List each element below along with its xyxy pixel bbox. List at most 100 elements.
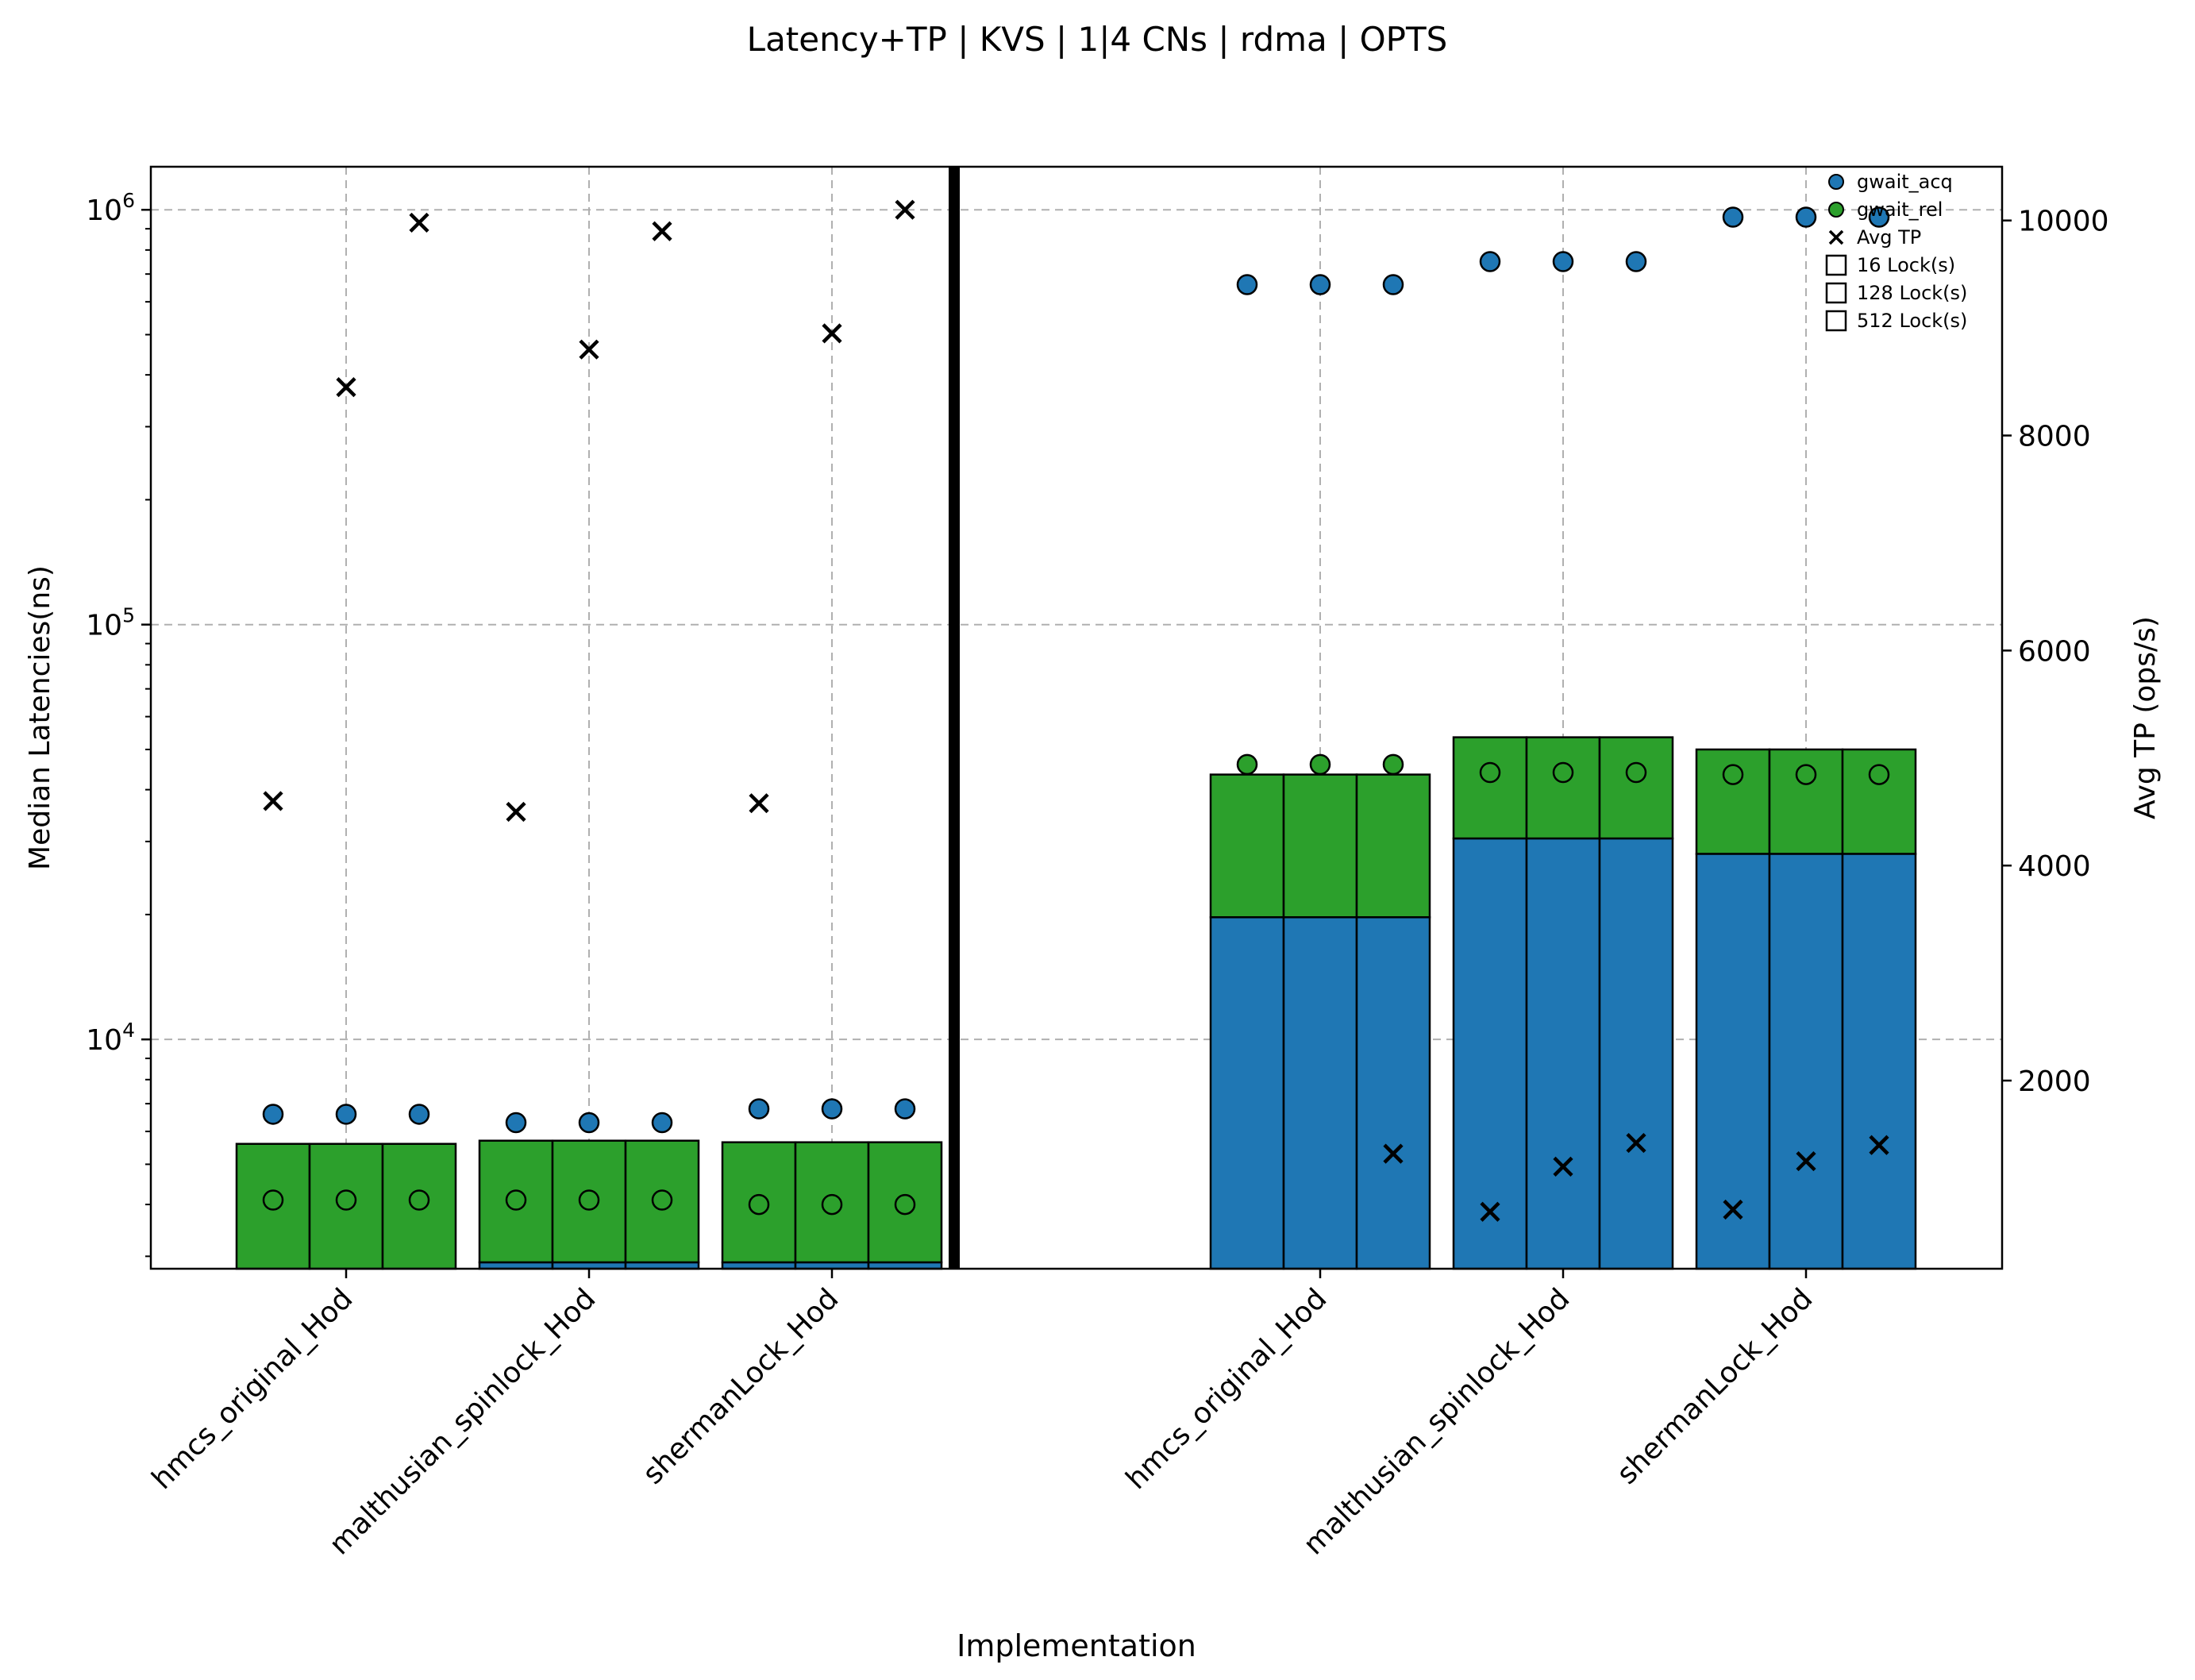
legend-marker-l128 [1825,282,1847,304]
point-gwait-rel [1722,764,1744,785]
avg-tp-stroke [1796,1150,1816,1172]
y-right-tick-label: 2000 [2018,1065,2091,1098]
legend-item-l128: 128 Lock(s) [1825,282,1967,304]
bar-segment-gwait-rel [1209,773,1285,919]
point-avg-tp [579,339,599,360]
legend-item-l512: 512 Lock(s) [1825,310,1967,332]
bar-segment-gwait-acq [1768,853,1844,1270]
x-axis-label: Implementation [957,1628,1196,1663]
avg-tp-stroke [579,339,599,360]
avg-tp-stroke [1723,1199,1743,1220]
point-gwait-rel [262,1189,284,1211]
legend-label-l16: 16 Lock(s) [1857,254,1955,276]
bar-segment-gwait-rel [867,1141,943,1264]
avg-tp-stroke [506,801,526,823]
legend-item-l16: 16 Lock(s) [1825,254,1955,276]
bar-segment-gwait-acq [1282,916,1358,1270]
point-gwait-acq [1236,274,1258,295]
bar-segment-gwait-acq [1598,837,1674,1270]
avg-tp-stroke [822,323,842,344]
point-avg-tp [895,199,915,220]
point-gwait-rel [1382,753,1404,776]
bar-segment-gwait-rel [1355,773,1431,919]
legend-item-acq: gwait_acq [1828,171,1953,193]
point-gwait-acq [1868,206,1890,228]
bar-segment-gwait-rel [721,1141,797,1264]
bar-segment-gwait-rel [1598,736,1674,840]
y-left-tick-label: 106 [86,189,135,227]
y-right-tick-label: 10000 [2018,206,2109,238]
point-avg-tp [652,221,672,241]
point-gwait-rel [748,1193,770,1216]
point-gwait-acq [1479,251,1501,272]
points-layer [262,199,1890,1222]
point-avg-tp [1480,1201,1500,1222]
point-gwait-acq [262,1104,284,1125]
point-gwait-acq [1552,251,1574,272]
point-gwait-rel [408,1189,430,1211]
point-gwait-rel [505,1189,527,1211]
bar-segment-gwait-acq [1209,916,1285,1270]
point-avg-tp [263,791,283,811]
point-gwait-acq [1722,206,1744,228]
avg-tp-stroke [1553,1156,1573,1177]
point-gwait-rel [1236,753,1258,776]
legend-marker-rel [1828,202,1844,218]
point-gwait-acq [1382,274,1404,295]
point-avg-tp [1383,1143,1404,1164]
legend-label-rel: gwait_rel [1857,198,1943,221]
avg-tp-stroke [652,221,672,241]
avg-tp-stroke [409,212,429,233]
bar-segment-gwait-rel [1452,736,1528,840]
bars-layer [235,736,1917,1270]
point-gwait-acq [651,1112,673,1134]
bar-segment-gwait-acq [1355,916,1431,1270]
legend: gwait_acq gwait_rel Avg TP 16 Lock(s) 128 Lo… [1825,171,1967,332]
point-avg-tp [1553,1156,1573,1177]
point-gwait-acq [335,1104,357,1125]
y-right-tick-label: 6000 [2018,635,2091,668]
bar-segment-gwait-rel [1282,773,1358,919]
point-gwait-acq [821,1098,843,1119]
y-right-tick-label: 4000 [2018,850,2091,883]
legend-item-tp: Avg TP [1828,226,1921,249]
bar-segment-gwait-rel [624,1139,700,1264]
point-gwait-rel [821,1193,843,1216]
legend-label-l128: 128 Lock(s) [1857,282,1967,304]
y-axis-left-label: Median Latencies(ns) [24,565,56,870]
legend-marker-tp [1828,229,1844,245]
point-gwait-acq [748,1098,770,1119]
bar-segment-gwait-rel [794,1141,870,1264]
point-avg-tp [1796,1150,1816,1172]
avg-tp-stroke [895,199,915,220]
avg-tp-stroke [263,791,283,811]
chart-title: Latency+TP | KVS | 1|4 CNs | rdma | OPTS [747,20,1448,59]
point-gwait-rel [1479,761,1501,784]
point-gwait-rel [1552,761,1574,784]
point-avg-tp [749,793,769,814]
y-left-tick-label: 105 [86,604,135,642]
bar-segment-gwait-rel [381,1142,457,1270]
point-gwait-acq [1625,251,1647,272]
bar-segment-gwait-acq [1695,853,1771,1270]
legend-label-l512: 512 Lock(s) [1857,310,1967,332]
avg-tp-stroke [1480,1201,1500,1222]
point-gwait-rel [894,1193,916,1216]
point-gwait-rel [335,1189,357,1211]
avg-tp-stroke [1869,1135,1889,1155]
point-gwait-rel [578,1189,600,1211]
bar-segment-gwait-acq [1841,853,1917,1270]
point-gwait-rel [651,1189,673,1211]
point-avg-tp [336,377,356,398]
point-gwait-acq [894,1098,916,1119]
point-avg-tp [409,212,429,233]
bar-segment-gwait-rel [478,1139,554,1264]
avg-tp-stroke [336,377,356,398]
legend-label-acq: gwait_acq [1857,171,1953,193]
plot-frame [149,165,2004,1270]
avg-tp-stroke [1383,1143,1404,1164]
y-right-tick-label: 8000 [2018,421,2091,453]
bar-segment-gwait-rel [308,1142,384,1270]
point-gwait-acq [505,1112,527,1134]
